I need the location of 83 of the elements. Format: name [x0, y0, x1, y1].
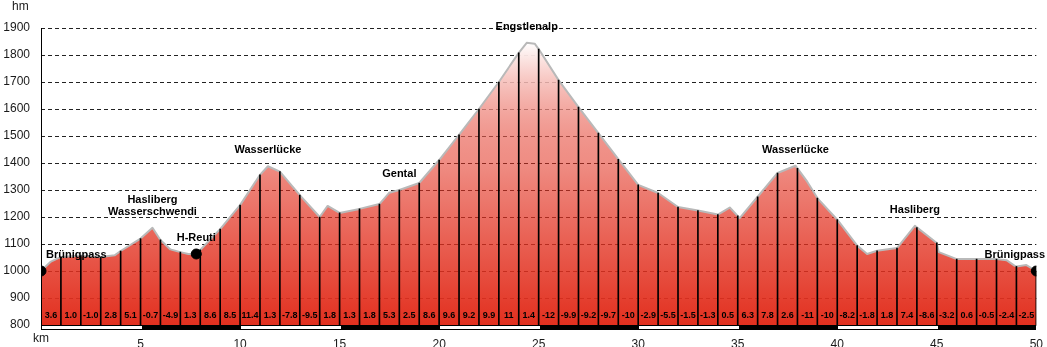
- y-tick-label: 1800: [3, 47, 31, 62]
- annotation: -8.2: [839, 310, 855, 321]
- x-tick-label: 40: [830, 336, 845, 347]
- x-tick-label: 30: [631, 336, 646, 347]
- annotation: -3.2: [938, 310, 955, 321]
- annotation: 1.4: [522, 310, 535, 321]
- y-axis-title: hm: [12, 0, 29, 14]
- y-tick-label: 1600: [3, 101, 31, 116]
- annotation: -2.9: [640, 310, 656, 321]
- annotation: -9.5: [301, 310, 318, 321]
- annotation: 1.3: [184, 310, 197, 321]
- annotation: Gental: [382, 167, 417, 180]
- y-tick-label: 1200: [3, 209, 31, 224]
- annotation: Brünigpass: [984, 248, 1045, 261]
- annotation: Brünigpass: [46, 248, 107, 261]
- annotation: 2.6: [781, 310, 794, 321]
- annotation: 8.6: [203, 310, 217, 321]
- annotation: 8.6: [422, 310, 436, 321]
- y-tick-label: 1100: [4, 236, 31, 251]
- annotation: 1.3: [263, 310, 277, 321]
- annotation: 5.3: [383, 310, 396, 321]
- annotation: 1.8: [363, 310, 376, 321]
- x-tick-label: 50: [1029, 336, 1044, 347]
- annotation: -1.5: [680, 310, 696, 321]
- annotation: 2.5: [403, 310, 416, 321]
- annotation: -0.5: [978, 310, 995, 321]
- annotation: 9.6: [442, 310, 456, 321]
- annotation: Hasliberg Wasserschwendi: [108, 192, 197, 217]
- y-tick-label: 800: [9, 317, 31, 332]
- y-tick-label: 900: [9, 290, 31, 305]
- annotation: -8.6: [919, 310, 935, 321]
- annotation: 7.8: [761, 310, 774, 321]
- x-tick-label: 20: [432, 336, 447, 347]
- x-tick-label: 10: [233, 336, 248, 347]
- annotation: 7.4: [900, 310, 914, 321]
- y-tick-label: 1900: [3, 20, 31, 35]
- annotation: -2.5: [1018, 310, 1035, 321]
- x-tick-label: 15: [332, 336, 347, 347]
- annotation: 11.4: [241, 310, 259, 321]
- y-tick-label: 1300: [3, 182, 31, 197]
- annotation: -1.0: [83, 310, 99, 321]
- annotation: -4.9: [162, 310, 179, 321]
- x-tick-label: 45: [930, 336, 944, 347]
- annotation: Wasserlücke: [762, 142, 829, 155]
- annotation: 8.5: [223, 310, 237, 321]
- y-tick-label: 1500: [3, 128, 31, 143]
- annotation: 6.3: [741, 310, 754, 321]
- annotation: 1.0: [64, 310, 78, 321]
- annotation: 0.5: [721, 310, 735, 321]
- annotation: 3.6: [44, 310, 58, 321]
- annotation: Wasserlücke: [234, 143, 302, 156]
- annotation: Engstlenalp: [495, 19, 559, 32]
- x-tick-label: 25: [531, 336, 546, 347]
- y-tick-label: 1400: [3, 155, 31, 170]
- x-tick-label: 35: [731, 336, 745, 347]
- annotation: 1.8: [323, 310, 336, 321]
- annotation: -10: [820, 310, 834, 321]
- annotation: 1.8: [880, 310, 894, 321]
- annotation: -10: [621, 310, 635, 321]
- y-tick-label: 1700: [3, 74, 31, 89]
- annotation: 5.1: [124, 310, 137, 321]
- x-tick-label: 5: [137, 336, 145, 347]
- annotation: -9.2: [580, 310, 597, 321]
- annotation: 0.6: [960, 310, 973, 321]
- annotation: -9.7: [600, 310, 617, 321]
- annotation: -0.7: [142, 310, 159, 321]
- annotation: -9.9: [560, 310, 577, 321]
- annotation: -1.8: [859, 310, 875, 321]
- annotation: 9.9: [482, 310, 496, 321]
- x-axis-title: km: [33, 331, 49, 346]
- annotation: Hasliberg: [889, 202, 940, 215]
- y-tick-label: 1000: [3, 263, 31, 278]
- annotation: -11: [801, 310, 814, 321]
- annotation: -5.5: [660, 310, 676, 321]
- annotation: H-Reuti: [176, 231, 216, 244]
- annotation: 11: [504, 310, 514, 321]
- annotation: -12: [542, 310, 556, 321]
- annotation: -7.8: [282, 310, 298, 321]
- annotation: 1.3: [343, 310, 356, 321]
- annotation: 9.2: [462, 310, 476, 321]
- annotation: 2.8: [104, 310, 117, 321]
- annotation: -2.4: [998, 310, 1015, 321]
- annotation: -1.3: [700, 310, 716, 321]
